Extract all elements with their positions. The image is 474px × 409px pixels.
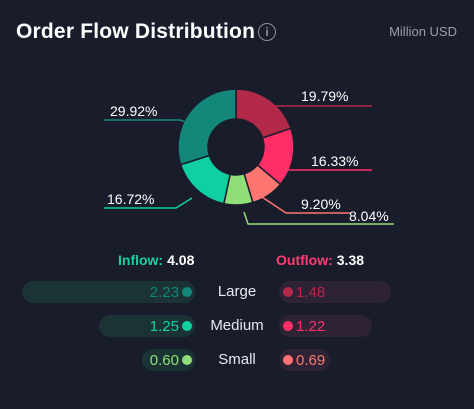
outflow-total-value: 3.38 bbox=[336, 252, 365, 268]
flow-row-medium: 1.25 Medium 1.22 bbox=[0, 315, 474, 339]
slice-small-outflow-leader-line bbox=[261, 196, 350, 214]
chart-header: Order Flow Distribution i Million USD bbox=[16, 20, 458, 50]
medium-inflow-bar bbox=[99, 315, 195, 337]
medium-inflow-dot bbox=[182, 321, 192, 331]
large-outflow-value: 1.48 bbox=[296, 284, 326, 301]
medium-inflow-value: 1.25 bbox=[149, 318, 179, 335]
slice-small-outflow-label: 9.20% bbox=[301, 196, 341, 212]
unit-label: Million USD bbox=[389, 24, 457, 39]
small-inflow-value: 0.60 bbox=[149, 352, 179, 369]
large-inflow-bar bbox=[22, 281, 195, 303]
slice-medium-inflow-leader-line bbox=[104, 197, 193, 209]
slice-large-outflow-label: 19.79% bbox=[301, 88, 348, 104]
flow-row-large: 2.23 Large 1.48 bbox=[0, 281, 474, 305]
slice-small-inflow-leader-line bbox=[243, 211, 394, 225]
slice-small-inflow-label: 8.04% bbox=[349, 208, 389, 224]
row-label-small: Small bbox=[218, 351, 256, 368]
small-inflow-dot bbox=[182, 355, 192, 365]
large-inflow-dot bbox=[182, 287, 192, 297]
outflow-total: Outflow: 3.38 bbox=[276, 252, 364, 268]
row-label-large: Large bbox=[217, 283, 257, 300]
inflow-label: Inflow: bbox=[118, 252, 164, 268]
chart-title: Order Flow Distribution bbox=[16, 20, 256, 43]
flow-row-small: 0.60 Small 0.69 bbox=[0, 349, 474, 373]
small-outflow-dot bbox=[283, 355, 293, 365]
small-outflow-bar bbox=[279, 349, 330, 371]
medium-outflow-value: 1.22 bbox=[296, 318, 326, 335]
inflow-total: Inflow: 4.08 bbox=[118, 252, 194, 268]
slice-large-inflow-leader-line bbox=[104, 119, 197, 127]
outflow-label: Outflow: bbox=[276, 252, 333, 268]
large-outflow-bar bbox=[279, 281, 391, 303]
medium-outflow-dot bbox=[283, 321, 293, 331]
inflow-total-value: 4.08 bbox=[167, 252, 195, 268]
slice-medium-inflow-label: 16.72% bbox=[107, 191, 154, 207]
slice-large-inflow[interactable] bbox=[177, 88, 237, 166]
large-inflow-value: 2.23 bbox=[149, 284, 179, 301]
small-outflow-value: 0.69 bbox=[296, 352, 326, 369]
small-inflow-bar bbox=[142, 349, 195, 371]
large-outflow-dot bbox=[283, 287, 293, 297]
info-icon[interactable]: i bbox=[258, 23, 276, 41]
row-label-medium: Medium bbox=[210, 317, 264, 334]
medium-outflow-bar bbox=[279, 315, 372, 337]
slice-medium-outflow-label: 16.33% bbox=[311, 153, 358, 169]
slice-large-inflow-label: 29.92% bbox=[110, 103, 157, 119]
